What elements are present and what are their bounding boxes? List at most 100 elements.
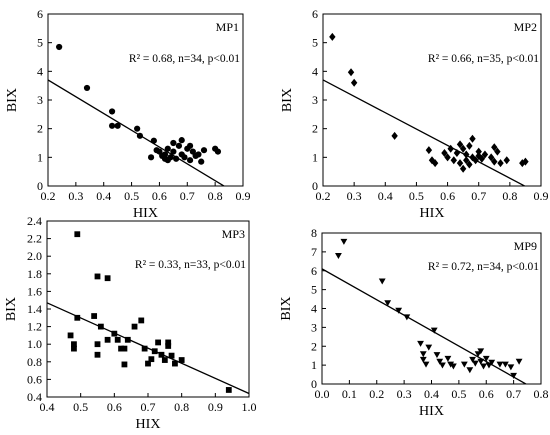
y-tick-label: 1 <box>37 150 43 164</box>
x-tick-label: 0.6 <box>479 387 494 401</box>
data-point <box>178 137 185 144</box>
data-point <box>108 122 116 129</box>
data-point <box>178 357 185 363</box>
data-point <box>456 140 464 149</box>
x-tick-label: 0.4 <box>378 189 393 203</box>
x-tick-label: 0.8 <box>502 189 517 203</box>
y-tick-label: 0 <box>37 179 43 193</box>
data-point <box>431 159 439 168</box>
data-point <box>430 327 438 334</box>
data-point <box>67 332 74 339</box>
data-point <box>124 336 131 343</box>
y-tick-label: 1.0 <box>27 337 42 351</box>
data-point <box>165 343 172 349</box>
data-point <box>141 345 148 352</box>
data-point <box>391 131 398 140</box>
y-tick-label: 3 <box>311 320 317 334</box>
data-point <box>118 345 124 352</box>
data-point <box>136 132 144 139</box>
data-point <box>173 155 180 162</box>
y-tick-label: 8 <box>311 226 317 240</box>
x-tick-label: 0.3 <box>397 387 412 401</box>
data-point <box>121 345 128 352</box>
data-point <box>522 157 529 166</box>
y-axis-title: BIX <box>5 88 20 112</box>
x-tick-label: 0.4 <box>40 400 55 414</box>
data-point <box>450 156 457 165</box>
data-point <box>403 314 411 321</box>
panel-mp2: 0.2 0.3 0.4 0.5 0.6 0.7 0.8 0.9 0 1 2 3 4 5 6 HIX BIX MP2… <box>280 7 549 221</box>
data-point <box>466 141 473 150</box>
data-point <box>155 339 161 346</box>
data-point <box>422 361 430 368</box>
x-tick-label: 0.3 <box>68 189 83 203</box>
data-point <box>395 307 403 314</box>
data-point <box>138 317 145 324</box>
x-tick-label: 0.2 <box>369 387 384 401</box>
regression-stats: R² = 0.33, n=33, p<0.01 <box>135 259 246 271</box>
regression-line <box>47 302 249 395</box>
data-point <box>477 348 485 355</box>
data-point <box>74 314 81 321</box>
panel-label: MP9 <box>514 239 537 253</box>
y-tick-label: 7 <box>311 245 317 259</box>
x-tick-label: 0.7 <box>180 189 195 203</box>
y-tick-label: 5 <box>37 36 43 50</box>
data-point <box>91 313 98 319</box>
data-point <box>475 147 482 156</box>
data-point <box>56 43 63 51</box>
data-point <box>480 363 487 370</box>
data-point <box>170 148 177 155</box>
data-point <box>161 357 168 363</box>
data-point <box>175 142 183 149</box>
data-point <box>471 360 479 367</box>
x-tick-label: 0.5 <box>451 387 466 401</box>
data-point <box>439 362 446 369</box>
data-point <box>121 361 128 368</box>
data-point <box>161 151 169 158</box>
y-tick-label: 2 <box>311 339 317 353</box>
data-point <box>150 137 157 144</box>
data-point <box>478 154 486 163</box>
panel-label: MP2 <box>514 20 537 34</box>
plot-frame <box>46 220 250 398</box>
data-point <box>151 348 158 355</box>
data-point <box>71 345 77 352</box>
data-point <box>181 154 188 161</box>
data-point <box>186 157 194 164</box>
x-tick-label: 0.4 <box>96 189 111 203</box>
data-point <box>340 238 348 245</box>
regression-stats: R² = 0.72, n=34, p<0.01 <box>428 261 539 273</box>
data-point <box>519 159 526 168</box>
regression-line <box>48 79 226 186</box>
data-point <box>378 278 386 285</box>
data-point <box>515 358 523 365</box>
data-point <box>167 154 174 161</box>
y-tick-label: 0 <box>311 377 317 391</box>
y-tick-label: 2.0 <box>27 249 42 263</box>
x-tick-label: 0.9 <box>208 400 223 414</box>
data-point <box>491 157 498 166</box>
data-point <box>441 149 448 158</box>
y-tick-label: 1 <box>312 150 318 164</box>
y-tick-label: 5 <box>311 283 317 297</box>
y-tick-label: 4 <box>312 64 318 78</box>
data-point <box>497 159 504 168</box>
y-tick-label: 1 <box>311 358 317 372</box>
data-point <box>502 361 509 368</box>
y-tick-label: 2 <box>37 122 43 136</box>
data-point <box>459 144 467 153</box>
y-tick-label: 1.6 <box>27 284 42 298</box>
y-tick-label: 1.2 <box>27 320 42 334</box>
data-point <box>134 125 141 132</box>
data-point <box>94 341 101 348</box>
data-point <box>200 147 208 154</box>
data-point <box>503 156 510 165</box>
data-point <box>94 351 101 358</box>
data-point <box>131 323 138 330</box>
data-point <box>474 351 482 358</box>
x-tick-label: 0.8 <box>534 387 549 401</box>
y-axis-title: BIX <box>280 88 295 112</box>
data-point <box>145 360 151 367</box>
y-tick-label: 0 <box>312 179 318 193</box>
